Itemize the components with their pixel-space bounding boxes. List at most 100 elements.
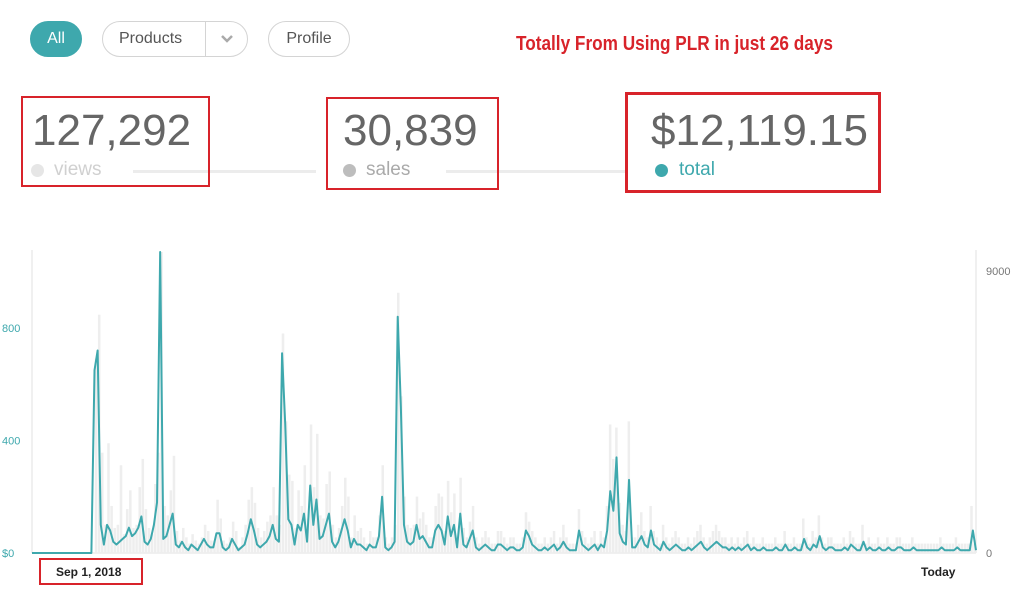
chevron-down-icon[interactable]	[207, 22, 247, 56]
views-bar	[826, 537, 830, 553]
views-bar	[770, 543, 774, 553]
views-bar	[587, 543, 590, 553]
views-bar	[839, 543, 842, 553]
views-bar	[266, 521, 269, 553]
views-bar	[683, 543, 687, 553]
views-bar	[783, 531, 786, 553]
views-bar	[428, 537, 431, 553]
views-bar	[932, 543, 936, 553]
views-bar	[680, 543, 684, 553]
pill-divider	[205, 22, 206, 56]
views-bar	[231, 521, 235, 553]
views-bar	[939, 537, 942, 553]
views-bar	[568, 543, 571, 553]
views-bar	[222, 540, 226, 553]
views-bar	[640, 512, 643, 553]
views-bar	[362, 537, 366, 553]
views-bar	[116, 524, 120, 553]
views-bar	[836, 543, 839, 553]
total-highlight-box	[625, 92, 881, 193]
views-bar	[331, 524, 335, 553]
views-bar	[216, 499, 219, 553]
views-bar	[686, 537, 690, 553]
sales-dot-icon	[343, 164, 356, 177]
views-bar	[319, 515, 322, 554]
views-bar	[583, 537, 587, 553]
views-bar	[599, 531, 603, 553]
views-bar	[711, 531, 715, 553]
filter-profile-label: Profile	[286, 30, 332, 47]
views-bar	[565, 537, 568, 553]
views-bar	[437, 493, 441, 553]
views-bar	[967, 543, 970, 553]
views-bar	[506, 543, 509, 553]
views-bar	[135, 524, 138, 553]
views-bar	[926, 543, 930, 553]
views-bar	[907, 543, 911, 553]
y-axis-right-tick-label: 9000	[986, 266, 1010, 278]
filter-products-dropdown[interactable]: Products	[102, 21, 248, 57]
views-bar	[549, 537, 553, 553]
views-bar	[780, 543, 783, 553]
total-value: $12,119.15	[651, 106, 868, 155]
views-bar	[733, 543, 737, 553]
filter-all-button[interactable]: All	[30, 21, 82, 57]
views-bar	[590, 537, 593, 553]
views-bar	[200, 537, 204, 553]
views-bar	[487, 537, 490, 553]
views-bar	[253, 502, 257, 553]
views-bar	[534, 537, 537, 553]
views-bar	[571, 543, 574, 553]
views-bar	[892, 543, 895, 553]
views-bar	[94, 358, 98, 553]
views-bar	[316, 433, 319, 553]
views-bar	[960, 543, 964, 553]
views-bar	[742, 537, 746, 553]
views-bar	[792, 537, 796, 553]
views-bar	[917, 543, 920, 553]
views-bar	[633, 537, 637, 553]
views-bar	[717, 531, 721, 553]
views-bar	[699, 524, 702, 553]
views-bar	[923, 543, 927, 553]
total-label: total	[679, 159, 715, 180]
filter-profile-button[interactable]: Profile	[268, 21, 350, 57]
views-bar	[708, 537, 712, 553]
views-bar	[886, 537, 889, 553]
views-bar	[721, 537, 724, 553]
views-bar	[418, 518, 422, 553]
sales-highlight-box	[326, 97, 499, 190]
views-bar	[478, 543, 481, 553]
views-bar	[929, 543, 933, 553]
views-bar	[858, 543, 861, 553]
views-bar	[284, 421, 288, 553]
views-bar	[842, 537, 846, 553]
views-bar	[540, 543, 543, 553]
views-bar	[945, 543, 948, 553]
views-bar	[287, 474, 291, 553]
views-bar	[789, 543, 793, 553]
filter-all-label: All	[47, 30, 65, 47]
views-bar	[964, 543, 967, 553]
views-bar	[615, 427, 618, 553]
views-bar	[113, 527, 117, 553]
x-axis-end-label: Today	[921, 565, 956, 579]
views-bar	[484, 531, 487, 553]
y-axis-left-tick-label: $0	[2, 548, 14, 560]
views-bar	[440, 496, 444, 553]
views-highlight-box	[21, 96, 210, 187]
sales-value: 30,839	[343, 106, 478, 155]
views-bar	[830, 537, 833, 553]
views-value: 127,292	[32, 106, 192, 155]
total-dot-icon	[655, 164, 668, 177]
views-bar	[951, 543, 955, 553]
views-bar	[851, 537, 855, 553]
views-bar	[359, 527, 363, 553]
views-bar	[453, 493, 456, 553]
views-bar	[562, 524, 565, 553]
views-bar	[692, 537, 696, 553]
views-bar	[150, 534, 154, 553]
y-axis-left-tick-label: 800	[2, 323, 20, 335]
views-bar	[132, 527, 135, 553]
views-bar	[347, 496, 350, 553]
